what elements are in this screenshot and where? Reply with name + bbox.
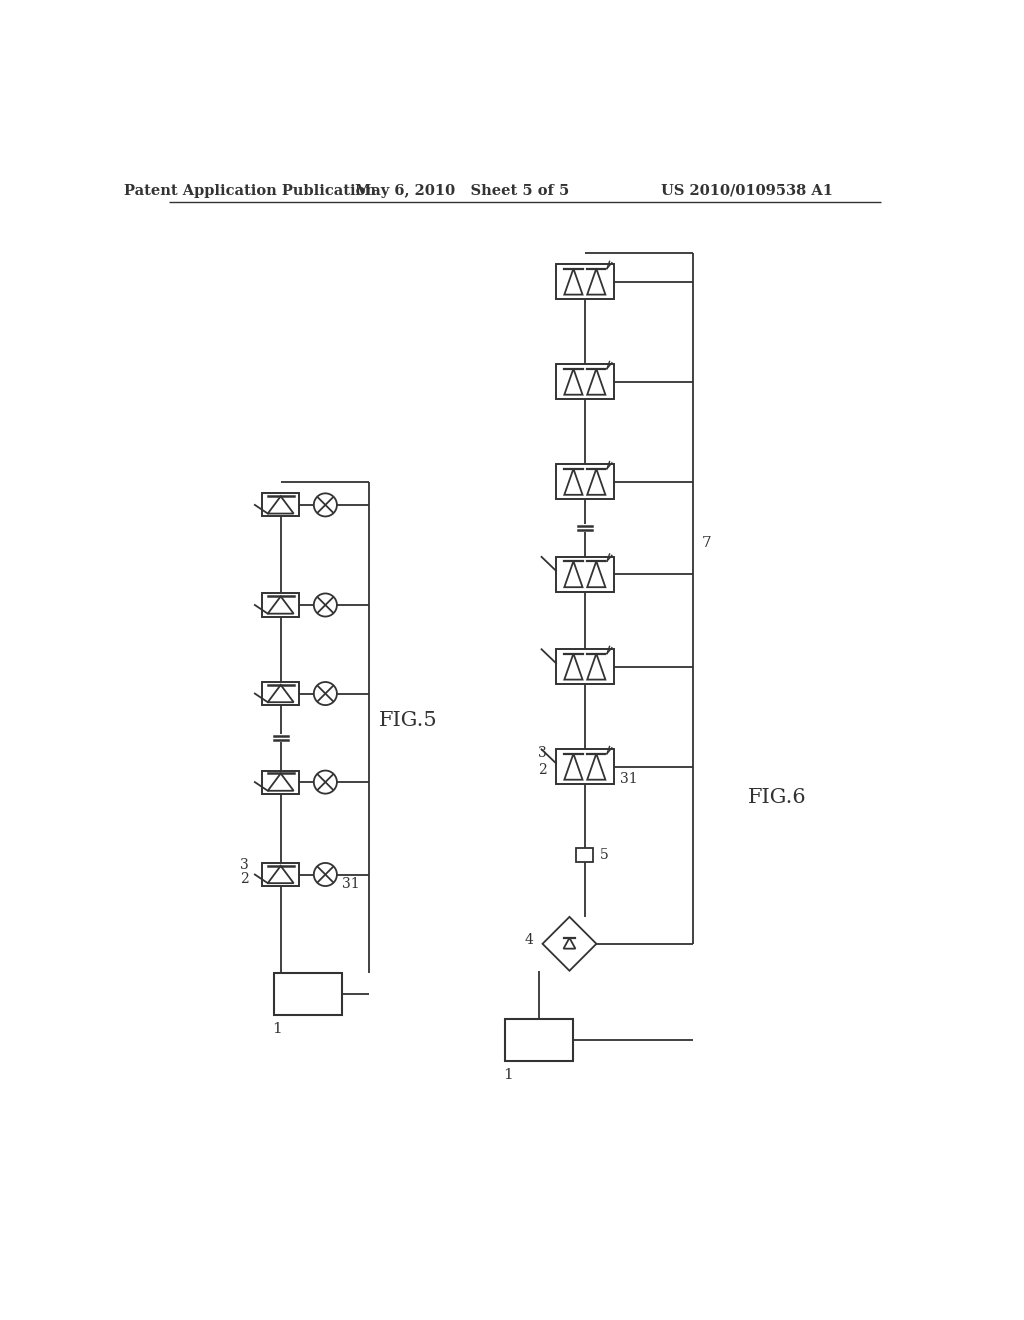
Text: 4: 4 [524, 933, 534, 946]
Polygon shape [267, 866, 294, 883]
Bar [262, 594, 299, 616]
Bar [273, 973, 342, 1015]
Polygon shape [267, 774, 294, 791]
Text: 31: 31 [342, 876, 359, 891]
Polygon shape [587, 268, 605, 294]
Text: 1: 1 [503, 1068, 513, 1082]
Bar [262, 863, 299, 886]
Polygon shape [564, 754, 583, 780]
Bar [556, 649, 613, 684]
Text: 5: 5 [599, 849, 608, 862]
Text: 31: 31 [620, 772, 638, 785]
Text: FIG.5: FIG.5 [379, 711, 437, 730]
Polygon shape [564, 653, 583, 680]
Polygon shape [543, 917, 596, 970]
Polygon shape [564, 469, 583, 495]
Circle shape [313, 494, 337, 516]
Polygon shape [587, 368, 605, 395]
Polygon shape [267, 496, 294, 513]
Polygon shape [587, 653, 605, 680]
Text: Patent Application Publication: Patent Application Publication [124, 183, 376, 198]
Text: 2: 2 [538, 763, 547, 776]
Bar [505, 1019, 572, 1061]
Bar [556, 465, 613, 499]
Text: 7: 7 [701, 536, 712, 550]
Text: 3: 3 [538, 746, 547, 760]
Polygon shape [564, 268, 583, 294]
Bar [577, 849, 593, 862]
Polygon shape [587, 754, 605, 780]
Circle shape [313, 771, 337, 793]
Bar [262, 771, 299, 793]
Text: 1: 1 [272, 1022, 282, 1036]
Polygon shape [267, 685, 294, 702]
Bar [262, 494, 299, 516]
Polygon shape [564, 368, 583, 395]
Text: May 6, 2010   Sheet 5 of 5: May 6, 2010 Sheet 5 of 5 [354, 183, 568, 198]
Text: 3: 3 [240, 858, 249, 873]
Bar [262, 682, 299, 705]
Bar [556, 364, 613, 399]
Bar [556, 264, 613, 298]
Polygon shape [563, 939, 575, 949]
Polygon shape [587, 469, 605, 495]
Circle shape [313, 863, 337, 886]
Text: FIG.6: FIG.6 [749, 788, 807, 807]
Bar [556, 557, 613, 591]
Circle shape [313, 682, 337, 705]
Polygon shape [267, 597, 294, 614]
Polygon shape [587, 561, 605, 587]
Bar [556, 750, 613, 784]
Circle shape [313, 594, 337, 616]
Polygon shape [564, 561, 583, 587]
Text: US 2010/0109538 A1: US 2010/0109538 A1 [660, 183, 833, 198]
Text: 2: 2 [240, 873, 249, 886]
